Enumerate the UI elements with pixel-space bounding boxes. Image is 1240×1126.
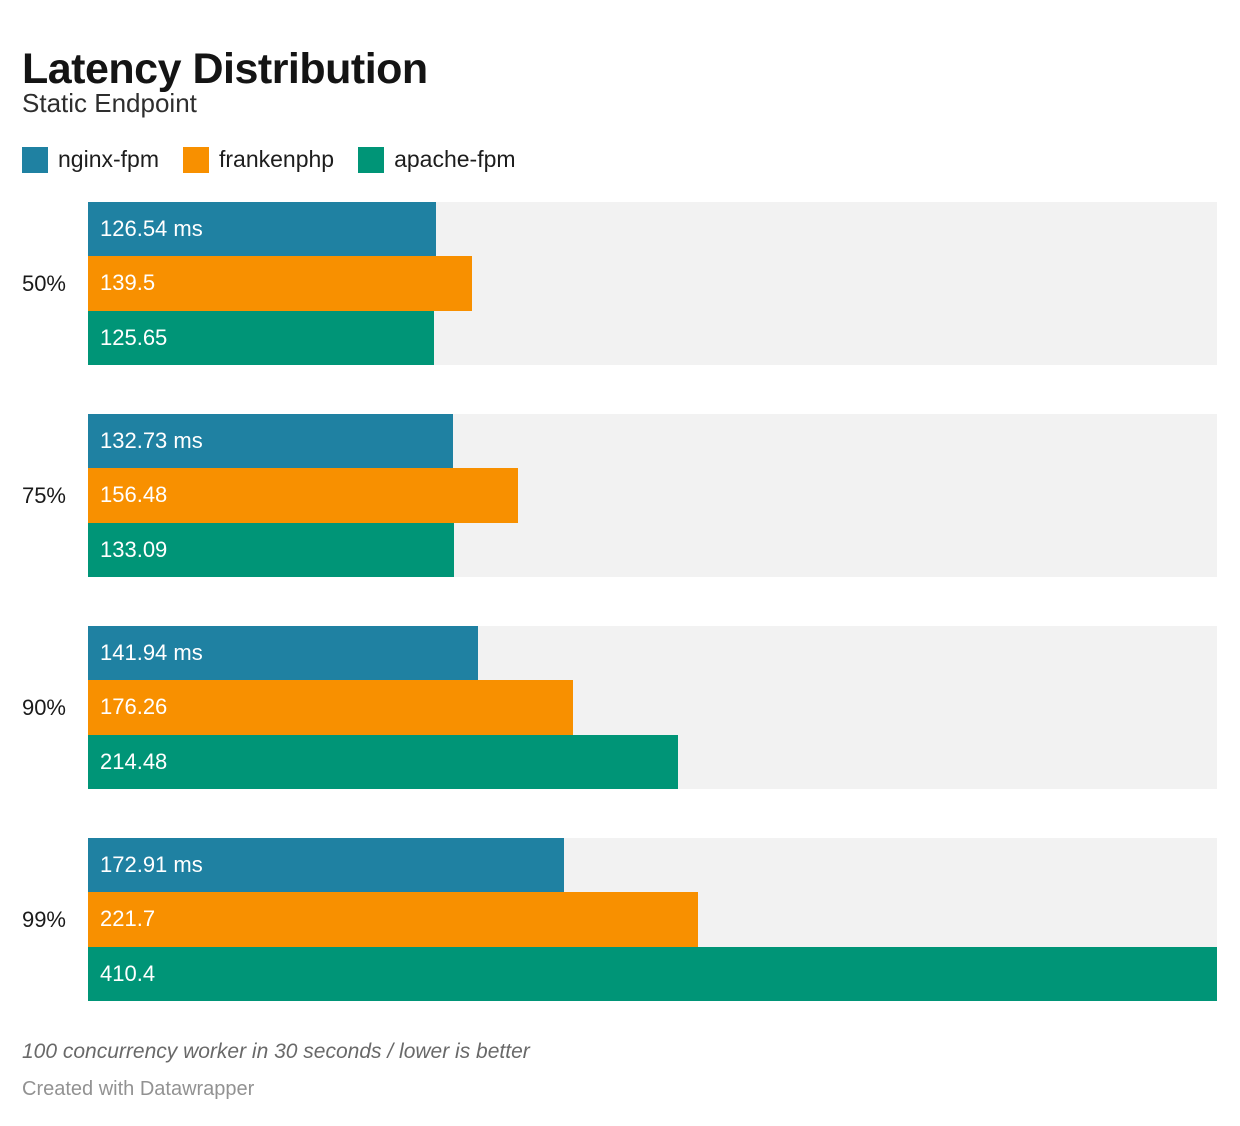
bar-value-label: 126.54 ms <box>100 216 203 242</box>
bar-value-label: 221.7 <box>100 906 156 932</box>
legend-label: nginx-fpm <box>58 146 159 172</box>
chart-row-50%: 50% 126.54 ms 139.5 125.65 <box>0 202 1217 365</box>
category-label: 90% <box>21 694 66 720</box>
legend-label: frankenphp <box>218 146 335 172</box>
chart-subtitle: Static Endpoint <box>22 88 197 118</box>
bar-frankenphp: 221.7 <box>88 892 698 947</box>
legend: nginx-fpm frankenphp apache-fpm <box>22 146 516 173</box>
bar-nginx-fpm: 172.91 ms <box>88 838 564 893</box>
legend-item-frankenphp: frankenphp <box>182 146 335 173</box>
bar-frankenphp: 156.48 <box>88 468 519 523</box>
bar-value-label: 214.48 <box>100 748 168 774</box>
legend-label: apache-fpm <box>394 146 516 172</box>
bar-value-label: 139.5 <box>100 270 156 296</box>
legend-swatch-icon <box>182 146 209 173</box>
chart-rows: 50% 126.54 ms 139.5 125.65 75% 132.73 ms 156.4… <box>0 202 1217 1001</box>
chart-row-99%: 99% 172.91 ms 221.7 410.4 <box>0 838 1217 1001</box>
bar-value-label: 176.26 <box>100 694 168 720</box>
category-label: 75% <box>21 482 66 508</box>
bar-track: 132.73 ms 156.48 133.09 <box>88 414 1217 577</box>
bar-value-label: 132.73 ms <box>100 428 203 454</box>
legend-item-apache-fpm: apache-fpm <box>358 146 516 173</box>
chart-note: 100 concurrency worker in 30 seconds / l… <box>22 1040 530 1063</box>
bar-nginx-fpm: 126.54 ms <box>88 202 437 257</box>
chart-row-90%: 90% 141.94 ms 176.26 214.48 <box>0 626 1217 789</box>
attribution-text: Created with Datawrapper <box>22 1078 255 1100</box>
bar-value-label: 133.09 <box>100 536 168 562</box>
bar-nginx-fpm: 141.94 ms <box>88 626 479 681</box>
category-label: 50% <box>21 270 66 296</box>
bar-apache-fpm: 125.65 <box>88 310 434 365</box>
bar-apache-fpm: 410.4 <box>88 946 1217 1001</box>
category-label: 99% <box>21 906 66 932</box>
bar-value-label: 410.4 <box>100 960 156 986</box>
chart-row-75%: 75% 132.73 ms 156.48 133.09 <box>0 414 1217 577</box>
bar-value-label: 141.94 ms <box>100 640 203 666</box>
bar-value-label: 156.48 <box>100 482 168 508</box>
bar-track: 172.91 ms 221.7 410.4 <box>88 838 1217 1001</box>
legend-swatch-icon <box>22 146 48 173</box>
bar-frankenphp: 176.26 <box>88 680 573 735</box>
bar-apache-fpm: 133.09 <box>88 522 455 577</box>
bar-track: 126.54 ms 139.5 125.65 <box>88 202 1217 365</box>
bar-value-label: 125.65 <box>100 324 168 350</box>
bar-apache-fpm: 214.48 <box>88 734 679 789</box>
legend-item-nginx-fpm: nginx-fpm <box>22 146 159 173</box>
bar-nginx-fpm: 132.73 ms <box>88 414 454 469</box>
bar-chart: 50% 126.54 ms 139.5 125.65 75% 132.73 ms 156.4… <box>0 202 1217 1001</box>
page-title: Latency Distribution <box>22 44 428 93</box>
bar-frankenphp: 139.5 <box>88 256 472 311</box>
bar-value-label: 172.91 ms <box>100 852 203 878</box>
bar-track: 141.94 ms 176.26 214.48 <box>88 626 1217 789</box>
legend-swatch-icon <box>358 146 385 173</box>
